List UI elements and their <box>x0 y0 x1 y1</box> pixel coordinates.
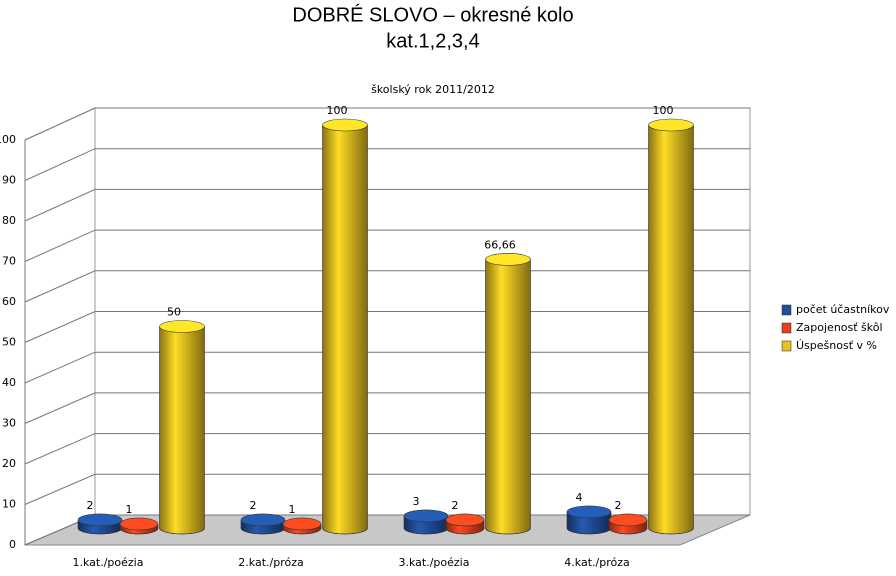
y-tick-label: 60 <box>2 295 16 308</box>
data-label: 50 <box>167 306 181 319</box>
cylinder-top <box>159 320 205 333</box>
y-tick-label: 70 <box>2 255 16 268</box>
cylinder-side <box>608 519 648 535</box>
data-label: 2 <box>250 499 257 512</box>
cylinder-top <box>77 513 123 527</box>
data-label: 2 <box>452 499 459 512</box>
chart-title: kat.1,2,3,4 <box>386 30 479 52</box>
cylinder-side <box>159 326 205 535</box>
chart-title: DOBRÉ SLOVO – okresné kolo <box>292 3 573 26</box>
cylinder-top <box>445 513 485 527</box>
cylinder <box>566 505 612 535</box>
grid-line <box>24 148 750 181</box>
cylinder-side <box>322 125 368 535</box>
data-label: 4 <box>576 491 583 504</box>
y-tick-label: 50 <box>2 336 16 349</box>
cylinder <box>322 118 368 535</box>
legend-label: Zapojenosť škôl <box>796 321 883 334</box>
bar <box>485 259 531 528</box>
data-label: 3 <box>413 495 420 508</box>
data-label: 2 <box>615 499 622 512</box>
cylinder-side <box>485 259 531 535</box>
cylinder <box>240 513 286 535</box>
data-label: 66,66 <box>484 238 516 251</box>
bar <box>322 125 368 528</box>
y-tick-label: 40 <box>2 376 16 389</box>
legend-swatch <box>781 322 792 334</box>
grid-line <box>24 473 750 505</box>
cylinder-side <box>119 523 159 535</box>
data-label: 1 <box>126 503 133 516</box>
chart-subtitle: školský rok 2011/2012 <box>371 83 495 96</box>
grid-line <box>24 270 750 303</box>
y-tick-label: 90 <box>2 174 16 187</box>
legend-label: počet účastníkov <box>796 303 890 316</box>
cylinder-top <box>485 253 531 266</box>
cylinder-top <box>403 509 449 523</box>
x-tick-label: 4.kat./próza <box>564 556 629 569</box>
cylinder-top <box>648 118 694 132</box>
cylinder-top <box>322 118 368 132</box>
legend-swatch <box>781 304 792 316</box>
cylinder <box>403 509 449 535</box>
grid-line <box>24 311 750 343</box>
cylinder-top <box>608 513 648 527</box>
y-tick-label: 100 <box>0 133 16 146</box>
y-tick-label: 80 <box>2 214 16 227</box>
cylinder <box>282 517 322 535</box>
legend-swatch <box>781 340 792 352</box>
cylinder-side <box>648 125 694 535</box>
y-tick-label: 0 <box>9 538 16 551</box>
grid-line <box>24 107 750 141</box>
cylinder <box>77 513 123 535</box>
cylinder-top <box>282 517 322 531</box>
cylinder <box>119 517 159 535</box>
x-tick-label: 1.kat./poézia <box>73 556 144 569</box>
grid-line <box>24 433 750 465</box>
cylinder-top <box>240 513 286 527</box>
data-label: 100 <box>327 104 348 117</box>
cylinder <box>648 118 694 535</box>
grid-line <box>24 229 750 262</box>
y-tick-label: 30 <box>2 417 16 430</box>
cylinder <box>608 513 648 535</box>
grid-line <box>24 188 750 222</box>
cylinder <box>485 253 531 535</box>
legend-label: Úspešnosť v % <box>796 339 877 352</box>
grid-line <box>24 351 750 384</box>
data-label: 100 <box>653 104 674 117</box>
bar <box>159 326 205 528</box>
cylinder-top <box>566 505 612 519</box>
x-tick-label: 2.kat./próza <box>238 556 303 569</box>
y-tick-label: 20 <box>2 457 16 470</box>
cylinder-top <box>119 517 159 531</box>
data-label: 2 <box>87 499 94 512</box>
data-label: 1 <box>289 503 296 516</box>
x-tick-label: 3.kat./poézia <box>399 556 470 569</box>
grid-line <box>24 392 750 424</box>
cylinder <box>445 513 485 535</box>
y-tick-label: 10 <box>2 498 16 511</box>
bar <box>648 125 694 528</box>
cylinder-side <box>445 519 485 535</box>
cylinder-side <box>282 523 322 535</box>
cylinder <box>159 320 205 535</box>
